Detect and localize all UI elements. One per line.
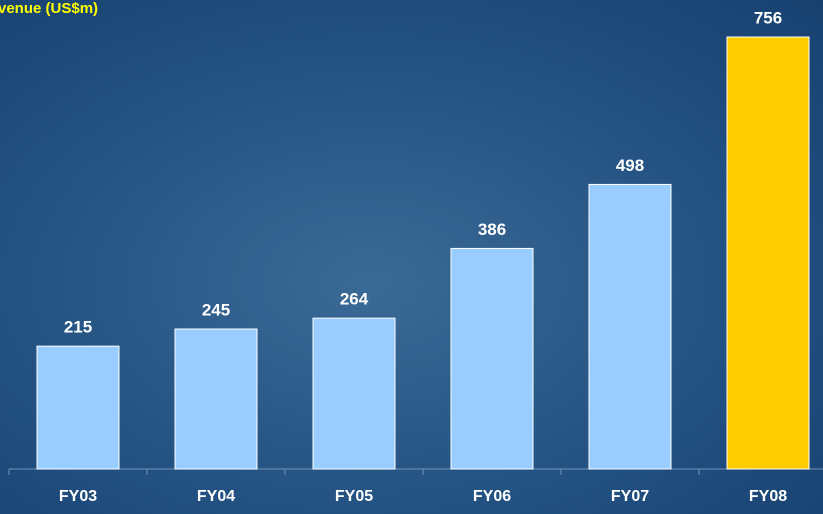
value-label: 756 — [754, 8, 782, 27]
x-tick-label: FY04 — [197, 488, 235, 505]
value-label: 498 — [616, 156, 644, 175]
bar — [36, 345, 120, 470]
x-tick-label: FY03 — [59, 488, 97, 505]
x-tick-label: FY06 — [473, 488, 511, 505]
value-label: 264 — [340, 290, 369, 309]
x-tick-label: FY08 — [749, 488, 787, 505]
value-label: 245 — [202, 300, 230, 319]
value-label: 386 — [478, 220, 506, 239]
bar — [588, 183, 672, 470]
bar — [450, 247, 534, 470]
bar — [726, 36, 810, 470]
x-tick-label: FY05 — [335, 488, 373, 505]
x-tick-label: FY07 — [611, 488, 649, 505]
value-label: 215 — [64, 318, 92, 337]
chart-title: venue (US$m) — [0, 0, 98, 17]
bar — [174, 328, 258, 470]
bar — [312, 317, 396, 470]
